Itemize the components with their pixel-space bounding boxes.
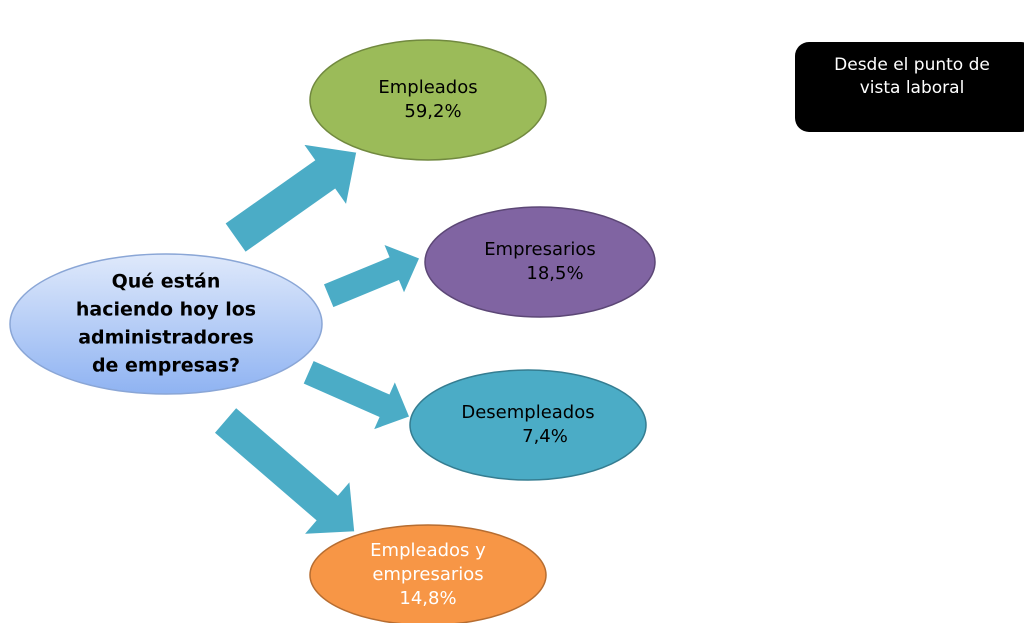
center-label: administradores — [78, 327, 254, 349]
node-value: 14,8% — [399, 588, 456, 609]
node-value: 7,4% — [522, 426, 568, 447]
arrow — [223, 142, 358, 254]
center-label: haciendo hoy los — [76, 299, 256, 321]
center-ellipse — [9, 253, 323, 395]
node-ellipse — [424, 206, 656, 318]
note-label: vista laboral — [860, 78, 965, 98]
node-label: Desempleados — [461, 402, 594, 423]
note-label: Desde el punto de — [834, 55, 990, 75]
center-label: Qué están — [112, 271, 221, 293]
node-ellipse — [309, 524, 547, 623]
note-box — [795, 42, 1024, 132]
node-value: 18,5% — [526, 263, 583, 284]
arrow — [212, 406, 356, 536]
arrow — [301, 359, 411, 432]
node-value: 59,2% — [404, 101, 461, 122]
node-label: Empleados y — [370, 540, 486, 561]
node-ellipse — [409, 369, 647, 481]
arrows — [212, 142, 422, 536]
node-label: empresarios — [372, 564, 483, 585]
node-ellipse — [309, 39, 547, 161]
node-label: Empleados — [378, 77, 477, 98]
node-label: Empresarios — [484, 239, 596, 260]
center-label: de empresas? — [92, 355, 240, 377]
arrow — [322, 242, 422, 309]
